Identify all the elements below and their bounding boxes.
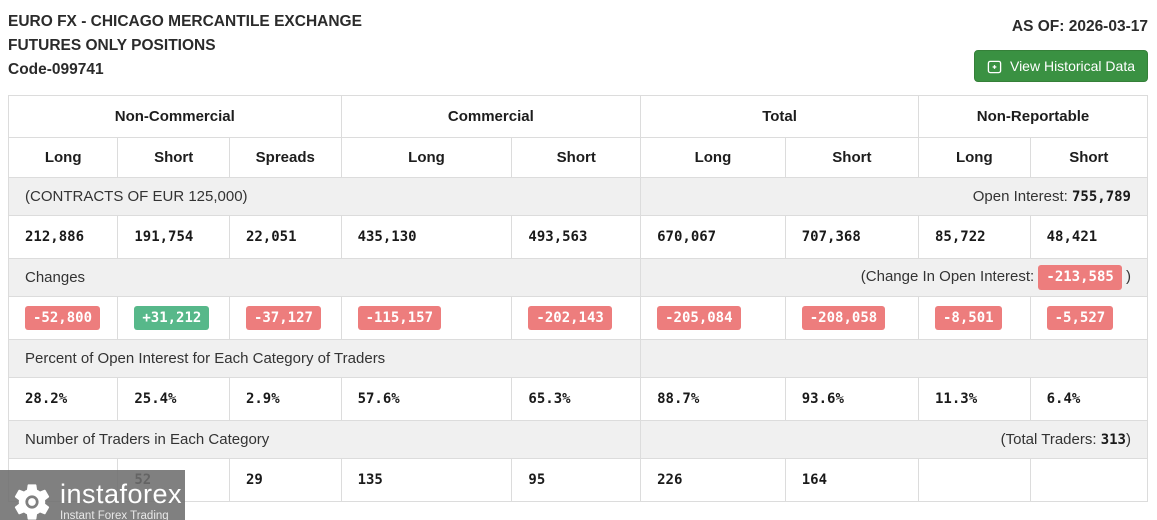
change-open-interest-cell: (Change In Open Interest: -213,585 ) [640, 258, 1148, 297]
cot-report-page: EURO FX - CHICAGO MERCANTILE EXCHANGE FU… [7, 10, 1149, 502]
traders-row: 52 29 135 95 226 164 [7, 458, 1149, 502]
group-header-row: Non-Commercial Commercial Total Non-Repo… [8, 95, 1148, 138]
group-commercial: Commercial [340, 95, 642, 138]
traders-section-row: Number of Traders in Each Category (Tota… [7, 420, 1148, 459]
position-nc-spreads: 22,051 [228, 215, 342, 259]
view-historical-data-button[interactable]: View Historical Data [973, 50, 1148, 82]
position-t-short: 707,368 [784, 215, 920, 259]
group-non-commercial: Non-Commercial [8, 95, 342, 138]
change-nc-short: +31,212 [117, 296, 230, 340]
changes-label: Changes [7, 258, 642, 297]
report-titles: EURO FX - CHICAGO MERCANTILE EXCHANGE FU… [8, 10, 362, 82]
traders-label: Number of Traders in Each Category [7, 420, 642, 459]
traders-nr-short [1029, 458, 1149, 502]
position-c-short: 493,563 [511, 215, 642, 259]
percent-nc-long: 28.2% [7, 377, 119, 421]
col-nc-spreads: Spreads [228, 137, 342, 178]
col-nc-short: Short [117, 137, 230, 178]
change-c-long: -115,157 [340, 296, 513, 340]
percent-nr-long: 11.3% [918, 377, 1031, 421]
report-header-right: AS OF: 2026-03-17 View Historical Data [973, 10, 1148, 82]
open-interest-value: 755,789 [1071, 189, 1131, 205]
col-nr-short: Short [1029, 137, 1149, 178]
report-title: EURO FX - CHICAGO MERCANTILE EXCHANGE [8, 13, 362, 30]
change-oi-badge: -213,585 [1038, 265, 1122, 290]
col-c-long: Long [340, 137, 513, 178]
percent-t-short: 93.6% [784, 377, 920, 421]
traders-nc-short: 52 [117, 458, 230, 502]
traders-c-long: 135 [340, 458, 513, 502]
position-nc-long: 212,886 [7, 215, 119, 259]
change-nr-short: -5,527 [1029, 296, 1149, 340]
traders-t-short: 164 [784, 458, 920, 502]
view-historical-data-label: View Historical Data [1009, 58, 1135, 74]
percent-nc-short: 25.4% [117, 377, 230, 421]
report-code: Code-099741 [8, 61, 104, 78]
total-traders-prefix: (Total Traders: [1000, 431, 1101, 448]
as-of-date: AS OF: 2026-03-17 [1011, 18, 1148, 35]
position-nr-short: 48,421 [1029, 215, 1149, 259]
traders-t-long: 226 [640, 458, 786, 502]
report-subtitle: FUTURES ONLY POSITIONS [8, 37, 216, 54]
change-nr-long: -8,501 [918, 296, 1031, 340]
open-interest-label: Open Interest: [972, 188, 1072, 205]
change-oi-suffix: ) [1121, 268, 1131, 286]
col-nr-long: Long [918, 137, 1031, 178]
position-c-long: 435,130 [340, 215, 513, 259]
cot-positions-table: Non-Commercial Commercial Total Non-Repo… [7, 95, 1149, 502]
traders-c-short: 95 [511, 458, 642, 502]
total-traders-suffix: ) [1126, 431, 1131, 448]
report-header: EURO FX - CHICAGO MERCANTILE EXCHANGE FU… [8, 10, 1148, 82]
change-t-long: -205,084 [640, 296, 786, 340]
traders-nc-spreads: 29 [228, 458, 342, 502]
open-interest-cell: Open Interest: 755,789 [640, 177, 1148, 216]
col-nc-long: Long [7, 137, 119, 178]
percent-empty-cell [640, 339, 1148, 378]
total-traders-cell: (Total Traders: 313) [640, 420, 1148, 459]
column-header-row: Long Short Spreads Long Short Long Short… [7, 137, 1149, 178]
watermark-tagline: Instant Forex Trading [60, 510, 169, 520]
contracts-label: (CONTRACTS OF EUR 125,000) [7, 177, 642, 216]
group-total: Total [640, 95, 919, 138]
calendar-plus-icon [987, 59, 1002, 74]
position-t-long: 670,067 [640, 215, 786, 259]
total-traders-value: 313 [1100, 432, 1126, 448]
change-nc-long: -52,800 [7, 296, 119, 340]
change-nc-spreads: -37,127 [228, 296, 342, 340]
percent-c-short: 65.3% [511, 377, 642, 421]
percents-row: 28.2% 25.4% 2.9% 57.6% 65.3% 88.7% 93.6%… [7, 377, 1149, 421]
percent-label: Percent of Open Interest for Each Catego… [7, 339, 642, 378]
percent-c-long: 57.6% [340, 377, 513, 421]
change-c-short: -202,143 [511, 296, 642, 340]
position-nr-long: 85,722 [918, 215, 1031, 259]
changes-row: -52,800 +31,212 -37,127 -115,157 -202,14… [7, 296, 1149, 340]
positions-row: 212,886 191,754 22,051 435,130 493,563 6… [7, 215, 1149, 259]
col-t-short: Short [784, 137, 920, 178]
percent-t-long: 88.7% [640, 377, 786, 421]
percent-nc-spreads: 2.9% [228, 377, 342, 421]
traders-nr-long [918, 458, 1031, 502]
changes-section-row: Changes (Change In Open Interest: -213,5… [7, 258, 1148, 297]
percent-section-row: Percent of Open Interest for Each Catego… [7, 339, 1148, 378]
contracts-section-row: (CONTRACTS OF EUR 125,000) Open Interest… [7, 177, 1148, 216]
change-t-short: -208,058 [784, 296, 920, 340]
traders-nc-long [7, 458, 119, 502]
col-t-long: Long [640, 137, 786, 178]
group-non-reportable: Non-Reportable [918, 95, 1148, 138]
percent-nr-short: 6.4% [1029, 377, 1149, 421]
position-nc-short: 191,754 [117, 215, 230, 259]
col-c-short: Short [511, 137, 642, 178]
change-oi-prefix: (Change In Open Interest: [860, 268, 1039, 286]
